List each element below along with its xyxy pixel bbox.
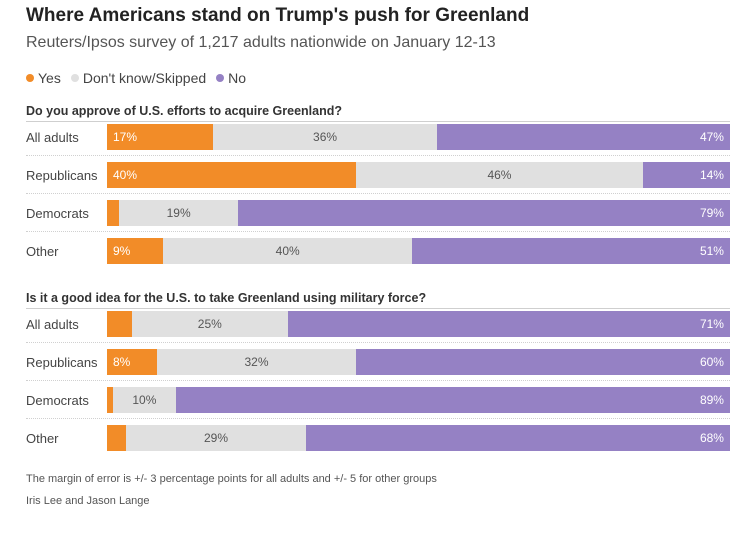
legend-item-yes: Yes xyxy=(26,70,61,86)
bar-segment-no: 71% xyxy=(287,311,730,337)
legend-label-dont-know: Don't know/Skipped xyxy=(82,70,207,86)
data-label-dont-know: 40% xyxy=(275,244,300,258)
credit-line: Iris Lee and Jason Lange xyxy=(26,495,150,507)
bar-republicans: 40% 46% 14% xyxy=(107,162,730,188)
data-label-no: 89% xyxy=(699,393,724,407)
bar-all-adults: 25% 71% xyxy=(107,311,730,337)
legend-item-dont-know: Don't know/Skipped xyxy=(70,70,207,86)
bar-segment-no: 79% xyxy=(237,200,730,226)
chart-title: Where Americans stand on Trump's push fo… xyxy=(26,5,530,26)
bar-republicans: 8% 32% 60% xyxy=(107,349,730,375)
bar-segment-yes: 17% xyxy=(107,124,213,150)
row-separator xyxy=(26,155,730,156)
data-label-yes: 8% xyxy=(113,355,131,369)
panel-2-question: Is it a good idea for the U.S. to take G… xyxy=(26,291,427,305)
data-label-yes: 9% xyxy=(113,244,131,258)
data-label-no: 60% xyxy=(699,355,724,369)
chart-subtitle: Reuters/Ipsos survey of 1,217 adults nat… xyxy=(26,34,496,51)
data-label-no: 51% xyxy=(699,244,724,258)
row-label-other: Other xyxy=(26,244,59,259)
data-label-no: 71% xyxy=(699,317,724,331)
row-label-all-adults: All adults xyxy=(26,317,79,332)
bar-segment-no: 89% xyxy=(175,387,730,413)
row-label-republicans: Republicans xyxy=(26,168,98,183)
row-label-democrats: Democrats xyxy=(26,393,89,408)
panel-1-divider xyxy=(26,121,730,122)
bar-other: 29% 68% xyxy=(107,425,730,451)
row-separator xyxy=(26,380,730,381)
bar-segment-no: 47% xyxy=(437,124,730,150)
row-separator xyxy=(26,231,730,232)
row-separator xyxy=(26,193,730,194)
data-label-no: 47% xyxy=(699,130,724,144)
legend-item-no: No xyxy=(216,70,246,86)
row-label-other: Other xyxy=(26,431,59,446)
panel-1-question: Do you approve of U.S. efforts to acquir… xyxy=(26,104,343,118)
legend-swatch-dont-know xyxy=(70,74,79,82)
bar-segment-no: 14% xyxy=(642,162,730,188)
data-label-dont-know: 25% xyxy=(197,317,222,331)
bar-segment-yes: 8% xyxy=(107,349,157,375)
row-separator xyxy=(26,342,730,343)
data-label-dont-know: 32% xyxy=(244,355,269,369)
bar-segment-no: 60% xyxy=(356,349,730,375)
row-label-republicans: Republicans xyxy=(26,355,98,370)
data-label-dont-know: 29% xyxy=(204,431,229,445)
bar-segment-dont-know: 36% xyxy=(212,124,438,150)
data-label-no: 79% xyxy=(699,206,724,220)
data-label-yes: 17% xyxy=(113,130,138,144)
data-label-dont-know: 10% xyxy=(132,393,157,407)
row-label-all-adults: All adults xyxy=(26,130,79,145)
legend: Yes Don't know/Skipped No xyxy=(26,70,246,86)
data-label-dont-know: 19% xyxy=(166,206,191,220)
legend-label-no: No xyxy=(228,70,247,86)
bar-segment-dont-know: 32% xyxy=(156,349,357,375)
legend-swatch-yes xyxy=(26,74,34,82)
bar-democrats: 19% 79% xyxy=(107,200,730,226)
bar-segment-yes xyxy=(107,425,126,451)
data-label-no: 14% xyxy=(699,168,724,182)
bar-segment-no: 68% xyxy=(306,425,730,451)
bar-other: 9% 40% 51% xyxy=(107,238,730,264)
bar-segment-dont-know: 10% xyxy=(113,387,176,413)
bar-segment-dont-know: 29% xyxy=(125,425,307,451)
row-separator xyxy=(26,418,730,419)
bar-segment-yes xyxy=(107,311,132,337)
row-label-democrats: Democrats xyxy=(26,206,89,221)
bar-segment-yes: 9% xyxy=(107,238,164,264)
bar-democrats: 10% 89% xyxy=(107,387,730,413)
panel-2-divider xyxy=(26,308,730,309)
bar-segment-dont-know: 19% xyxy=(119,200,238,226)
bar-segment-dont-know: 46% xyxy=(356,162,643,188)
margin-of-error-note: The margin of error is +/- 3 percentage … xyxy=(26,473,437,485)
bar-segment-yes xyxy=(107,387,114,413)
bar-segment-dont-know: 40% xyxy=(163,238,413,264)
bar-segment-no: 51% xyxy=(412,238,730,264)
bar-segment-yes: 40% xyxy=(107,162,357,188)
data-label-dont-know: 46% xyxy=(487,168,512,182)
legend-swatch-no xyxy=(216,74,225,82)
data-label-no: 68% xyxy=(699,431,724,445)
legend-label-yes: Yes xyxy=(38,70,61,86)
bar-segment-dont-know: 25% xyxy=(131,311,288,337)
data-label-yes: 40% xyxy=(113,168,138,182)
bar-all-adults: 17% 36% 47% xyxy=(107,124,730,150)
data-label-dont-know: 36% xyxy=(313,130,338,144)
bar-segment-yes xyxy=(107,200,120,226)
